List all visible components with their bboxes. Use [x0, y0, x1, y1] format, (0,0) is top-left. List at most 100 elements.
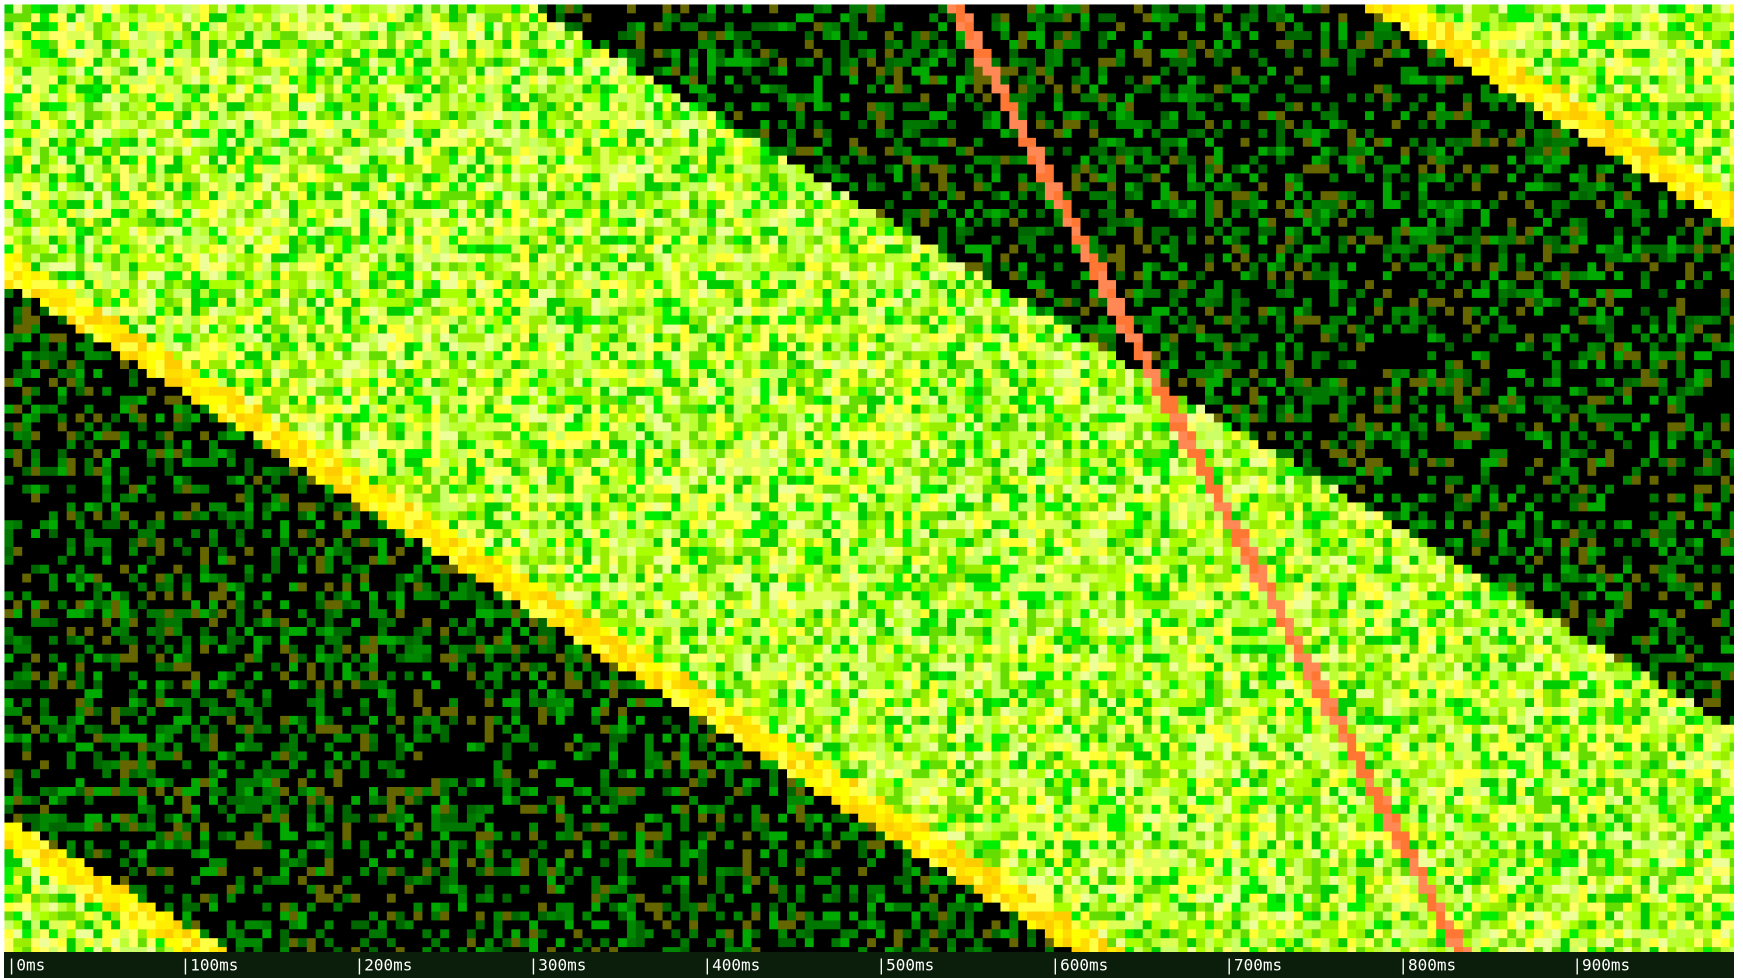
- heat-cell: [894, 191, 903, 200]
- heat-cell: [920, 4, 929, 13]
- heat-cell: [1205, 40, 1214, 49]
- heat-cell: [1134, 165, 1143, 174]
- heat-cell: [983, 129, 992, 138]
- heat-cell: [280, 58, 289, 67]
- heat-cell: [1490, 191, 1499, 200]
- heat-cell: [1659, 13, 1668, 22]
- heat-cell: [956, 138, 965, 147]
- heat-cell: [680, 129, 689, 138]
- heat-cell: [49, 93, 58, 102]
- heat-cell: [1650, 129, 1659, 138]
- heat-cell: [671, 120, 680, 129]
- heat-cell: [13, 22, 22, 31]
- heat-cell: [654, 31, 663, 40]
- heat-cell: [609, 67, 618, 76]
- heat-cell: [1205, 200, 1214, 209]
- heat-cell: [529, 147, 538, 156]
- heat-cell: [1641, 165, 1650, 174]
- heat-cell: [1481, 182, 1490, 191]
- heat-cell: [1498, 129, 1507, 138]
- heat-cell: [529, 22, 538, 31]
- heat-cell: [325, 93, 334, 102]
- heat-cell: [582, 200, 591, 209]
- heat-cell: [769, 227, 778, 236]
- heat-cell: [485, 93, 494, 102]
- heat-cell: [1178, 76, 1187, 85]
- heat-cell: [1650, 120, 1659, 129]
- heat-cell: [574, 58, 583, 67]
- heat-cell: [929, 111, 938, 120]
- heat-cell: [165, 58, 174, 67]
- heat-cell: [431, 49, 440, 58]
- heat-cell: [1223, 22, 1232, 31]
- heat-cell: [422, 93, 431, 102]
- heat-cell: [1578, 182, 1587, 191]
- heat-cell: [1401, 58, 1410, 67]
- heat-cell: [689, 156, 698, 165]
- heat-cell: [511, 111, 520, 120]
- heat-cell: [1303, 76, 1312, 85]
- heat-cell: [1383, 173, 1392, 182]
- heat-cell: [565, 76, 574, 85]
- heat-cell: [1116, 191, 1125, 200]
- heat-cell: [1321, 22, 1330, 31]
- heat-cell: [929, 182, 938, 191]
- heat-cell: [396, 138, 405, 147]
- heat-cell: [912, 191, 921, 200]
- heat-cell: [218, 129, 227, 138]
- heat-cell: [529, 76, 538, 85]
- heat-cell: [1205, 102, 1214, 111]
- heat-cell: [1383, 200, 1392, 209]
- heat-cell: [13, 227, 22, 236]
- heat-cell: [956, 40, 965, 49]
- heat-cell: [698, 22, 707, 31]
- heat-cell: [912, 182, 921, 191]
- heat-cell: [636, 156, 645, 165]
- heat-cell: [1027, 31, 1036, 40]
- heat-cell: [1623, 209, 1632, 218]
- heat-cell: [236, 76, 245, 85]
- heat-cell: [1507, 49, 1516, 58]
- heat-cell: [271, 227, 280, 236]
- heatmap-view: |0ms|100ms|200ms|300ms|400ms|500ms|600ms…: [0, 0, 1743, 978]
- heat-cell: [4, 93, 13, 102]
- heat-cell: [1392, 102, 1401, 111]
- heat-cell: [627, 129, 636, 138]
- heat-cell: [289, 173, 298, 182]
- heat-cell: [182, 156, 191, 165]
- heat-cell: [698, 49, 707, 58]
- heat-cell: [165, 156, 174, 165]
- heat-cell: [271, 165, 280, 174]
- heat-cell: [1009, 227, 1018, 236]
- heat-cell: [31, 218, 40, 227]
- heat-cell: [40, 84, 49, 93]
- heat-cell: [1392, 40, 1401, 49]
- heat-cell: [1561, 58, 1570, 67]
- heat-cell: [1161, 129, 1170, 138]
- heat-cell: [1703, 76, 1712, 85]
- heat-cell: [574, 173, 583, 182]
- heat-cell: [654, 13, 663, 22]
- heat-cell: [680, 67, 689, 76]
- heat-cell: [1365, 111, 1374, 120]
- heat-cell: [1427, 49, 1436, 58]
- heat-cell: [422, 191, 431, 200]
- heat-cell: [1169, 31, 1178, 40]
- heat-cell: [1578, 22, 1587, 31]
- heat-cell: [1454, 138, 1463, 147]
- heat-cell: [1463, 173, 1472, 182]
- heat-cell: [165, 76, 174, 85]
- heat-cell: [1338, 31, 1347, 40]
- heat-cell: [743, 93, 752, 102]
- heat-cell: [1267, 40, 1276, 49]
- heat-cell: [1098, 84, 1107, 93]
- heat-cell: [387, 84, 396, 93]
- heat-cell: [13, 218, 22, 227]
- heat-cell: [396, 13, 405, 22]
- heat-cell: [707, 138, 716, 147]
- heat-cell: [405, 49, 414, 58]
- heat-cell: [574, 84, 583, 93]
- heat-cell: [876, 165, 885, 174]
- heat-cell: [1721, 84, 1730, 93]
- heat-cell: [751, 93, 760, 102]
